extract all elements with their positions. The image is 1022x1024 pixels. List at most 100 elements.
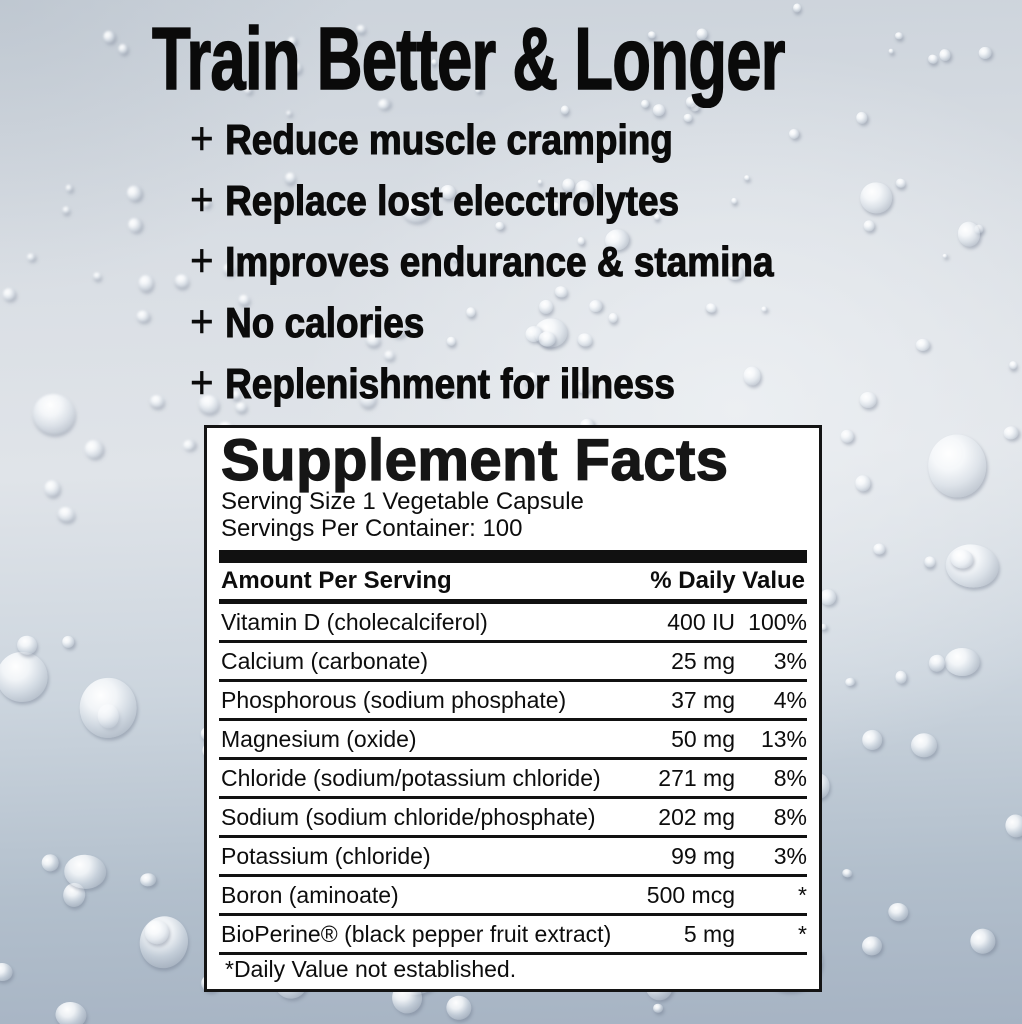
water-droplet xyxy=(39,852,61,873)
benefit-text: Replenishment for illness xyxy=(225,359,676,407)
water-droplet xyxy=(911,733,938,758)
nutrient-amount: 271 mg xyxy=(658,764,735,791)
benefit-list: + Reduce muscle cramping + Replace lost el… xyxy=(190,108,853,413)
water-droplet xyxy=(858,391,877,409)
table-header-row: Amount Per Serving % Daily Value xyxy=(219,563,807,604)
benefit-text: No calories xyxy=(225,298,425,346)
water-droplet xyxy=(134,911,193,973)
water-droplet xyxy=(149,394,166,408)
water-droplet xyxy=(140,872,157,888)
water-droplet xyxy=(894,31,904,41)
nutrient-daily-value: 8% xyxy=(773,803,807,830)
water-droplet xyxy=(923,555,937,569)
water-droplet xyxy=(136,310,150,322)
nutrient-name: Magnesium (oxide) xyxy=(221,725,417,752)
water-droplet xyxy=(942,253,948,258)
water-droplet xyxy=(44,480,60,496)
water-droplet xyxy=(915,338,930,352)
nutrient-name: Calcium (carbonate) xyxy=(221,647,429,674)
water-droplet xyxy=(93,272,102,281)
water-droplet xyxy=(888,48,894,54)
nutrient-daily-value: * xyxy=(798,920,807,947)
water-droplet xyxy=(56,505,76,523)
water-droplet xyxy=(102,29,116,44)
list-item: + Improves endurance & stamina xyxy=(190,230,853,291)
nutrient-daily-value: 100% xyxy=(748,608,807,635)
water-droplet xyxy=(792,2,802,13)
serving-size-text: Serving Size 1 Vegetable Capsule xyxy=(221,488,584,515)
water-droplet xyxy=(1003,812,1022,840)
nutrient-daily-value: 13% xyxy=(760,725,807,752)
water-droplet xyxy=(53,1000,88,1024)
water-droplet xyxy=(944,647,980,677)
water-droplet xyxy=(886,901,909,923)
list-item: + Replenishment for illness xyxy=(190,352,853,413)
water-droplet xyxy=(841,868,852,878)
nutrient-name: Phosphorous (sodium phosphate) xyxy=(221,686,567,713)
table-row: Potassium (chloride) 99 mg 3% xyxy=(219,838,807,877)
benefit-text: Replace lost elecctrolytes xyxy=(225,176,680,224)
water-droplet xyxy=(138,274,154,292)
water-droplet xyxy=(1002,424,1020,441)
daily-value-footnote: *Daily Value not established. xyxy=(225,956,517,982)
water-droplet xyxy=(144,919,170,944)
water-droplet xyxy=(873,543,886,556)
plus-marker: + xyxy=(190,356,214,408)
water-droplet xyxy=(445,994,474,1022)
water-droplet xyxy=(855,111,869,126)
benefit-text: Reduce muscle cramping xyxy=(225,115,674,163)
water-droplet xyxy=(0,962,13,983)
nutrient-daily-value: 8% xyxy=(773,764,807,791)
nutrient-name: Sodium (sodium chloride/phosphate) xyxy=(221,803,596,830)
water-droplet xyxy=(127,216,144,233)
nutrient-daily-value: 3% xyxy=(773,647,807,674)
nutrient-daily-value: 4% xyxy=(773,686,807,713)
table-row: Phosphorous (sodium phosphate) 37 mg 4% xyxy=(219,682,807,721)
water-droplet xyxy=(1008,360,1018,370)
water-droplet xyxy=(118,43,129,54)
plus-marker: + xyxy=(190,295,214,347)
water-droplet xyxy=(78,676,138,740)
water-droplet xyxy=(926,433,987,499)
nutrient-amount: 5 mg xyxy=(683,920,735,947)
water-droplet xyxy=(840,429,855,444)
nutrient-amount: 99 mg xyxy=(671,842,735,869)
nutrient-name: Boron (aminoate) xyxy=(221,881,399,908)
nutrient-name: Potassium (chloride) xyxy=(221,842,431,869)
water-droplet xyxy=(863,220,876,233)
water-droplet xyxy=(61,635,75,649)
water-droplet xyxy=(938,48,952,63)
water-droplet xyxy=(173,272,192,289)
water-droplet xyxy=(0,650,49,704)
water-droplet xyxy=(2,287,16,300)
table-row: Vitamin D (cholecalciferol) 400 IU 100% xyxy=(219,604,807,643)
table-row: Boron (aminoate) 500 mcg * xyxy=(219,877,807,916)
water-droplet xyxy=(65,183,73,192)
benefit-text: Improves endurance & stamina xyxy=(225,237,774,285)
water-droplet xyxy=(844,677,856,688)
list-item: + Reduce muscle cramping xyxy=(190,108,853,169)
plus-marker: + xyxy=(190,234,214,286)
water-droplet xyxy=(62,205,71,214)
column-header-daily-value: % Daily Value xyxy=(650,567,805,594)
water-droplet xyxy=(125,184,143,202)
water-droplet xyxy=(927,53,940,65)
nutrient-amount: 202 mg xyxy=(658,803,735,830)
nutrient-amount: 400 IU xyxy=(667,608,735,635)
table-row: Sodium (sodium chloride/phosphate) 202 m… xyxy=(219,799,807,838)
water-droplet xyxy=(859,182,892,214)
water-droplet xyxy=(181,438,196,452)
water-droplet xyxy=(894,177,907,189)
list-item: + Replace lost elecctrolytes xyxy=(190,169,853,230)
water-droplet xyxy=(860,935,883,957)
supplement-facts-panel: Supplement Facts Serving Size 1 Vegetabl… xyxy=(204,425,822,992)
column-header-amount: Amount Per Serving xyxy=(221,567,452,594)
water-droplet xyxy=(26,252,36,261)
water-droplet xyxy=(967,926,999,957)
water-droplet xyxy=(927,653,947,673)
list-item: + No calories xyxy=(190,291,853,352)
nutrient-name: Chloride (sodium/potassium chloride) xyxy=(221,764,601,791)
water-droplet xyxy=(855,474,872,491)
divider-thick-bar xyxy=(219,550,807,563)
